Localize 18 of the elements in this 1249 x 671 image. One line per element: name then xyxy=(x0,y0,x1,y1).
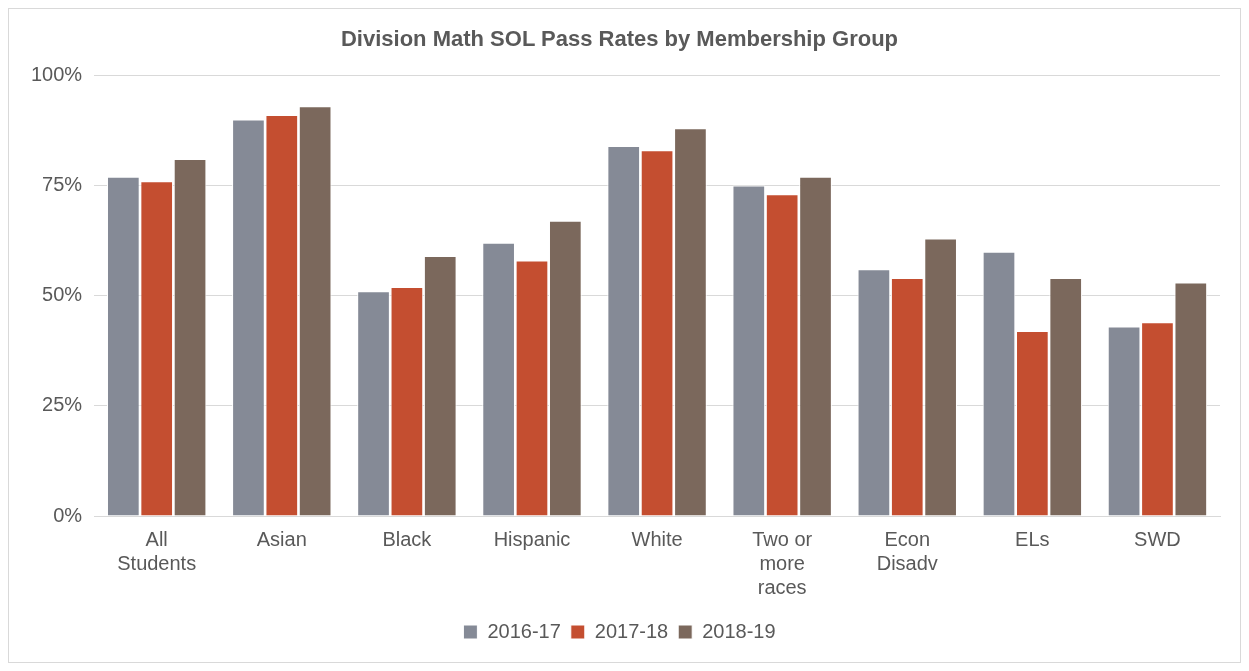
x-tick-label: Econ Disadv xyxy=(876,527,938,574)
legend-label: 2018-19 xyxy=(702,619,776,642)
x-tick-label: Black xyxy=(382,527,433,550)
y-tick-label: 0% xyxy=(53,503,83,526)
x-tick-label: SWD xyxy=(1134,527,1181,550)
x-tick-label: Asian xyxy=(256,527,307,550)
legend-label: 2017-18 xyxy=(594,619,669,642)
x-tick-label: White xyxy=(631,527,683,550)
y-tick-label: 75% xyxy=(42,173,83,196)
x-tick-label: Two or more races xyxy=(752,527,813,598)
legend-label: 2016-17 xyxy=(487,619,561,642)
x-tick-label: ELs xyxy=(1015,527,1050,550)
x-tick-label: Hispanic xyxy=(493,527,571,550)
chart-title: Division Math SOL Pass Rates by Membership Group xyxy=(340,26,899,52)
x-tick-label: All Students xyxy=(117,527,197,574)
y-tick-label: 100% xyxy=(31,62,83,85)
y-tick-label: 50% xyxy=(42,283,83,306)
y-tick-label: 25% xyxy=(42,393,83,416)
